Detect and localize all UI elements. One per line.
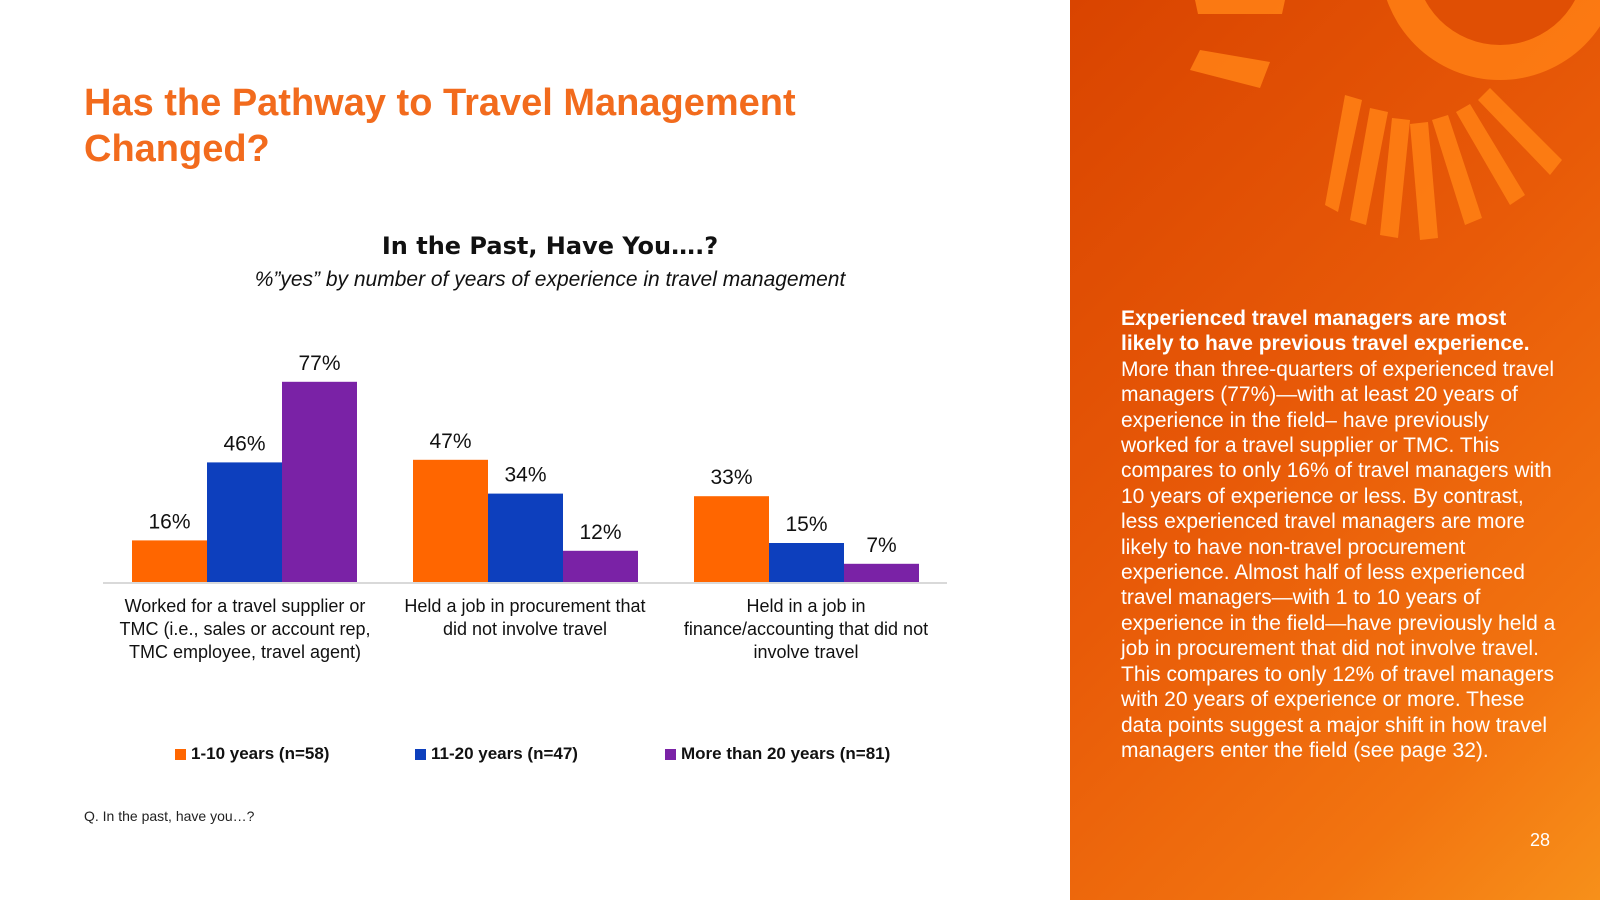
legend-swatch-11-20-years [415, 748, 426, 760]
page-title: Has the Pathway to Travel Management Cha… [84, 82, 796, 170]
sun-ray [1190, 50, 1270, 88]
category-label-line: TMC employee, travel agent) [129, 642, 361, 662]
sun-ray [1478, 88, 1562, 175]
data-label-series2-cat3: 15% [785, 513, 827, 536]
bar-chart: 16% 47% 33% 46% 34% 15% 77% 12% 7% Worked for a t… [103, 352, 947, 662]
data-label-series2-cat2: 34% [504, 464, 546, 487]
data-label-series3-cat1: 77% [298, 352, 340, 375]
legend-label-more-than-20-years: More than 20 years (n=81) [681, 744, 891, 763]
chart-subtitle: %”yes” by number of years of experience … [254, 268, 846, 291]
category-label-line: Held a job in procurement that [404, 596, 645, 616]
bar-series2-cat1 [207, 462, 282, 582]
insight-panel: Experienced travel managers are most lik… [1070, 0, 1600, 900]
sun-ray [1410, 122, 1438, 240]
insight-lead: Experienced travel managers are most lik… [1121, 307, 1530, 356]
legend-swatch-1-10-years [175, 748, 186, 760]
insight-body: More than three-quarters of experienced … [1121, 357, 1556, 762]
legend-item-11-20-years: 11-20 years (n=47) [415, 744, 578, 764]
legend-item-1-10-years: 1-10 years (n=58) [175, 744, 329, 764]
footnote: Q. In the past, have you…? [84, 808, 255, 824]
category-label-2: Held a job in procurement that did not in… [404, 596, 645, 639]
data-label-series2-cat1: 46% [223, 432, 265, 455]
bar-series3-cat3 [844, 563, 919, 582]
data-label-series1-cat3: 33% [710, 466, 752, 489]
legend-swatch-more-than-20-years [665, 748, 676, 760]
category-label-line: TMC (i.e., sales or account rep, [119, 619, 370, 639]
category-label-line: Held in a job in [746, 596, 865, 616]
category-label-1: Worked for a travel supplier or TMC (i.e.… [119, 596, 370, 662]
page-number: 28 [1529, 830, 1550, 850]
insight-text: Experienced travel managers are most lik… [1121, 306, 1561, 763]
category-label-line: finance/accounting that did not [684, 619, 928, 639]
category-label-3: Held in a job in finance/accounting that … [684, 596, 928, 662]
legend-label-1-10-years: 1-10 years (n=58) [191, 744, 330, 763]
data-label-series3-cat3: 7% [866, 534, 896, 557]
bar-series2-cat2 [488, 493, 563, 582]
legend-item-more-than-20-years: More than 20 years (n=81) [665, 744, 890, 764]
sun-ray [1195, 0, 1285, 14]
sun-ray [1380, 118, 1410, 238]
category-label-line: involve travel [753, 642, 858, 662]
data-label-series3-cat2: 12% [579, 521, 621, 544]
chart-legend: 1-10 years (n=58) 11-20 years (n=47) Mor… [0, 744, 1070, 768]
sun-ray [1325, 95, 1362, 212]
bar-series3-cat1 [282, 381, 357, 582]
data-label-series1-cat2: 47% [429, 430, 471, 453]
sun-ray [1350, 108, 1388, 225]
bar-series3-cat2 [563, 550, 638, 582]
data-label-series1-cat1: 16% [148, 510, 190, 533]
bar-series1-cat1 [132, 540, 207, 582]
category-label-line: did not involve travel [443, 619, 607, 639]
bar-series2-cat3 [769, 543, 844, 582]
sun-graphic [1190, 0, 1600, 240]
category-label-line: Worked for a travel supplier or [125, 596, 366, 616]
bar-series1-cat2 [413, 459, 488, 582]
sun-rays [1190, 0, 1562, 240]
chart-title: In the Past, Have You….? [381, 232, 719, 260]
bar-series1-cat3 [694, 496, 769, 582]
sun-ray [1432, 115, 1482, 225]
sun-ray [1456, 104, 1525, 205]
sun-core [1425, 0, 1575, 45]
legend-label-11-20-years: 11-20 years (n=47) [431, 744, 578, 763]
